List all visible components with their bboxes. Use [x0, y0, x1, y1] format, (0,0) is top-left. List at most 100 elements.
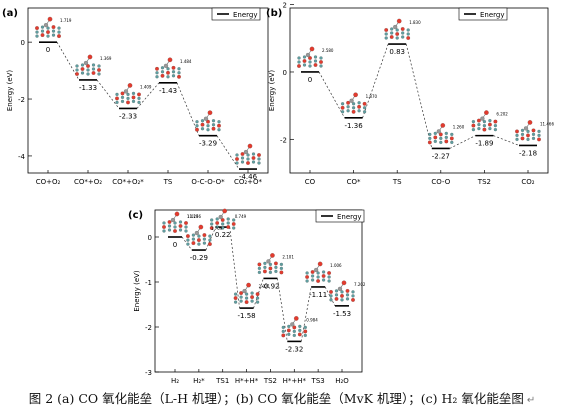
- structure-snapshot: [515, 120, 541, 142]
- structure-snapshot: [233, 282, 260, 305]
- oxygen-atom: [353, 92, 358, 98]
- oxygen-atom: [115, 96, 119, 101]
- connector-dashed-line: [277, 278, 288, 342]
- titanium-atom: [401, 31, 405, 35]
- x-tick-label: H₂*: [193, 377, 205, 385]
- x-tick-label: CO₂: [521, 178, 534, 186]
- titanium-atom: [210, 222, 214, 226]
- titanium-atom: [390, 27, 394, 31]
- structure-annotation: 1.870: [366, 94, 378, 99]
- structure-annotation: 2.580: [322, 48, 334, 53]
- titanium-atom: [171, 70, 176, 74]
- oxygen-atom: [268, 266, 273, 271]
- oxygen-atom: [395, 32, 400, 36]
- value-label: 0: [173, 241, 177, 249]
- titanium-atom: [311, 274, 315, 278]
- structure-snapshot: [75, 54, 101, 76]
- carbon-atom: [305, 52, 311, 58]
- carbon-atom: [83, 60, 89, 66]
- titanium-atom: [537, 133, 541, 137]
- titanium-atom: [329, 294, 333, 298]
- oxygen-atom: [327, 271, 332, 275]
- oxygen-atom: [173, 229, 177, 233]
- titanium-atom: [439, 136, 443, 140]
- oxygen-atom: [427, 140, 432, 145]
- titanium-atom: [302, 55, 307, 59]
- x-tick-label: CO*: [347, 178, 361, 186]
- oxygen-atom: [297, 332, 302, 337]
- oxygen-atom: [206, 119, 210, 124]
- titanium-atom: [357, 101, 361, 105]
- y-axis-label: Energy (eV): [268, 70, 276, 112]
- value-label: 0.83: [389, 48, 405, 56]
- titanium-atom: [531, 136, 536, 140]
- titanium-atom: [250, 299, 254, 303]
- titanium-atom: [319, 56, 323, 60]
- oxygen-atom: [167, 57, 173, 63]
- titanium-atom: [184, 225, 188, 229]
- titanium-atom: [80, 63, 85, 67]
- carbon-atom: [43, 23, 49, 28]
- titanium-atom: [526, 137, 530, 141]
- legend-box: [458, 7, 508, 21]
- titanium-atom: [329, 298, 333, 302]
- titanium-atom: [160, 66, 165, 70]
- oxygen-atom: [222, 208, 228, 214]
- titanium-atom: [162, 221, 166, 225]
- titanium-atom: [221, 222, 225, 226]
- value-label: -2.33: [119, 112, 137, 120]
- structure-annotation: 0.984: [306, 317, 318, 322]
- oxygen-atom: [384, 28, 389, 32]
- x-tick-label: TS1: [215, 377, 229, 385]
- oxygen-atom: [400, 27, 405, 31]
- titanium-atom: [51, 33, 56, 37]
- titanium-atom: [178, 228, 183, 232]
- y-tick-label: 0: [283, 69, 287, 77]
- oxygen-atom: [313, 63, 318, 67]
- oxygen-atom: [340, 105, 345, 110]
- oxygen-atom: [389, 35, 394, 39]
- value-label: -4.46: [239, 173, 258, 181]
- titanium-atom: [251, 160, 256, 164]
- oxygen-atom: [244, 300, 249, 305]
- titanium-atom: [251, 152, 256, 156]
- structure-snapshot: [329, 280, 355, 302]
- y-tick-label: -2: [18, 96, 25, 104]
- oxygen-atom: [226, 225, 231, 229]
- titanium-atom: [313, 55, 318, 59]
- oxygen-atom: [211, 126, 216, 131]
- titanium-atom: [302, 63, 307, 67]
- oxygen-atom: [537, 137, 541, 142]
- titanium-atom: [155, 75, 159, 79]
- connector-dashed-line: [362, 43, 389, 118]
- titanium-atom: [471, 119, 475, 124]
- titanium-atom: [239, 299, 243, 303]
- titanium-atom: [131, 99, 136, 104]
- oxygen-atom: [51, 25, 56, 30]
- titanium-atom: [319, 64, 323, 68]
- carbon-atom: [290, 322, 295, 327]
- titanium-atom: [526, 129, 530, 133]
- titanium-atom: [482, 119, 486, 124]
- titanium-atom: [167, 224, 172, 228]
- oxygen-atom: [527, 120, 533, 125]
- titanium-atom: [477, 127, 481, 131]
- titanium-atom: [246, 157, 250, 161]
- titanium-atom: [257, 157, 261, 161]
- oxygen-atom: [440, 123, 446, 128]
- titanium-atom: [35, 34, 39, 38]
- plot-frame: [27, 7, 269, 174]
- titanium-atom: [279, 262, 283, 266]
- titanium-atom: [215, 217, 219, 221]
- oxygen-atom: [80, 67, 85, 71]
- oxygen-atom: [46, 30, 50, 34]
- oxygen-atom: [346, 100, 351, 105]
- titanium-atom: [341, 110, 345, 114]
- oxygen-atom: [433, 135, 438, 140]
- titanium-atom: [239, 295, 243, 299]
- structure-snapshot: [35, 16, 61, 38]
- oxygen-atom: [167, 220, 172, 224]
- titanium-atom: [345, 293, 350, 297]
- titanium-atom: [384, 32, 388, 36]
- carbon-atom: [337, 286, 343, 291]
